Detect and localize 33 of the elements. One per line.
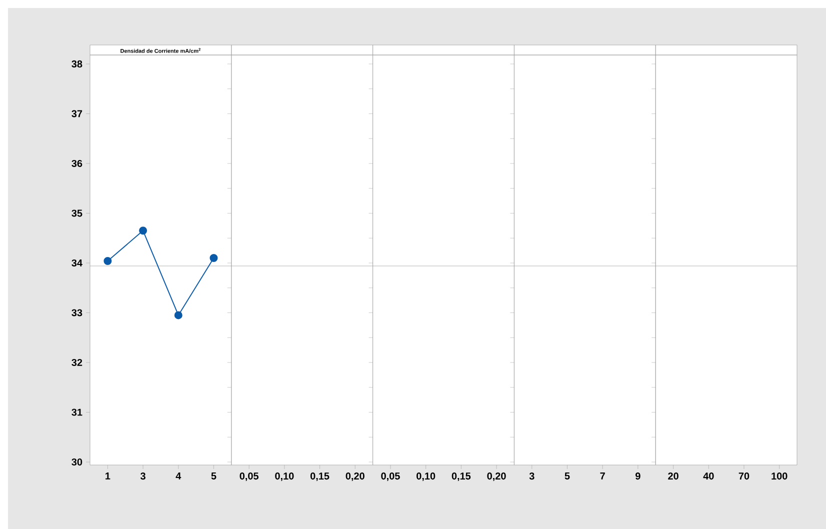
x-tick-label: 0,10 [416, 472, 436, 482]
x-tick-label: 1 [106, 472, 110, 480]
x-tick-label: 0,05 [381, 472, 400, 482]
x-tick-label: 9 [636, 472, 640, 480]
x-tick-label: 0,15 [452, 472, 471, 482]
x-tick-label: 3 [140, 472, 146, 480]
y-tick-label: 35 [72, 210, 82, 217]
x-tick-label: 4 [176, 472, 182, 480]
x-tick-label: 5 [211, 472, 216, 480]
point [210, 254, 218, 262]
y-tick-label: 37 [72, 110, 82, 118]
y-tick-label: 34 [72, 259, 82, 267]
point [139, 226, 148, 235]
x-tick-label: 0,05 [240, 472, 258, 482]
y-tick-label: 32 [72, 358, 82, 366]
y-tick-label: 30 [72, 458, 82, 466]
x-tick-label: 3 [529, 472, 534, 480]
x-tick-label: 40 [703, 472, 714, 480]
x-tick-label: 7 [600, 472, 605, 480]
point [104, 256, 112, 265]
x-tick-label: 100 [772, 472, 788, 480]
x-tick-label: 0,20 [346, 472, 364, 482]
y-tick-label: 36 [72, 160, 82, 167]
y-tick-label: 31 [72, 408, 82, 416]
y-tick-label: 33 [72, 309, 82, 316]
point [174, 311, 182, 320]
x-tick-label: 5 [564, 472, 570, 480]
x-tick-label: 0,15 [310, 472, 330, 482]
x-tick-label: 0,20 [487, 472, 506, 482]
x-tick-label: 70 [738, 472, 750, 480]
y-tick-label: 38 [72, 60, 82, 68]
x-tick-label: 0,10 [275, 472, 294, 482]
x-tick-label: 20 [668, 472, 678, 480]
